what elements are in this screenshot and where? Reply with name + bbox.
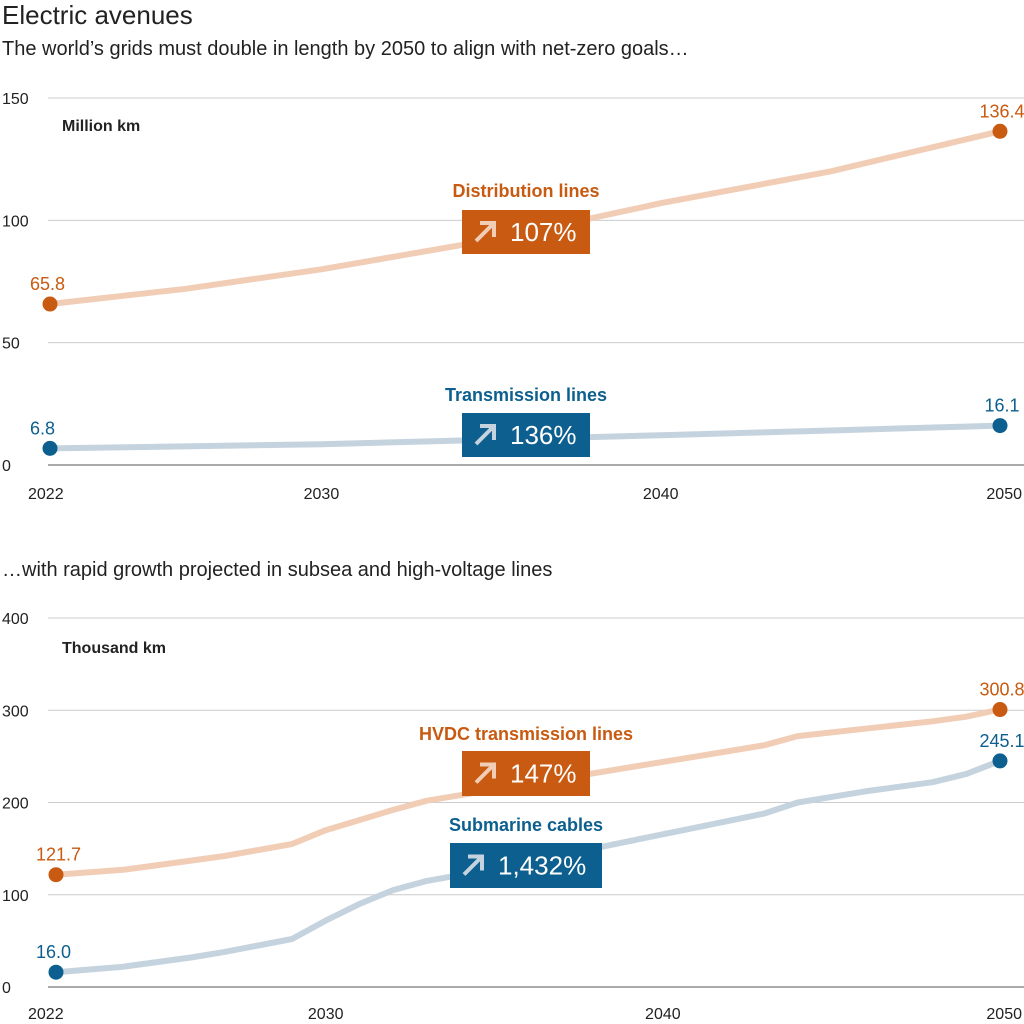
series-start-label: 16.0 xyxy=(36,942,71,962)
series-end-label: 300.8 xyxy=(979,680,1024,700)
y-tick-label: 100 xyxy=(2,213,29,230)
y-tick-label: 50 xyxy=(2,336,20,353)
y-tick-label: 0 xyxy=(2,458,11,475)
arrow-up-right-icon xyxy=(474,221,496,243)
series-start-label: 65.8 xyxy=(30,274,65,294)
series-start-point xyxy=(42,296,58,312)
x-tick-label: 2050 xyxy=(986,486,1022,503)
series-end-label: 136.4 xyxy=(979,101,1024,121)
series-end-point xyxy=(992,702,1008,718)
x-tick-label: 2022 xyxy=(28,486,64,503)
series-end-point xyxy=(992,418,1008,434)
growth-badge-value: 107% xyxy=(510,217,577,247)
x-tick-label: 2022 xyxy=(28,1006,64,1023)
y-tick-label: 400 xyxy=(2,611,29,628)
x-tick-label: 2040 xyxy=(645,1006,681,1023)
series-name-label: HVDC transmission lines xyxy=(419,724,633,744)
series-end-point xyxy=(992,123,1008,139)
series-end-label: 245.1 xyxy=(979,731,1024,751)
series-end-label: 16.1 xyxy=(984,396,1019,416)
y-tick-label: 200 xyxy=(2,796,29,813)
x-tick-label: 2030 xyxy=(308,1006,344,1023)
series-start-label: 121.7 xyxy=(36,845,81,865)
arrow-up-right-icon xyxy=(462,854,484,876)
y-tick-label: 0 xyxy=(2,980,11,997)
y-tick-label: 100 xyxy=(2,888,29,905)
y-tick-label: 150 xyxy=(2,91,29,108)
unit-label: Thousand km xyxy=(62,640,166,657)
arrow-up-right-icon xyxy=(474,762,496,784)
series-name-label: Distribution lines xyxy=(452,181,599,201)
growth-badge-value: 1,432% xyxy=(498,851,586,881)
y-tick-label: 300 xyxy=(2,703,29,720)
chart-subtitle-bottom: …with rapid growth projected in subsea a… xyxy=(2,559,553,581)
series-start-label: 6.8 xyxy=(30,418,55,438)
series-name-label: Transmission lines xyxy=(445,385,607,405)
x-tick-label: 2050 xyxy=(986,1006,1022,1023)
series-start-point xyxy=(48,964,64,980)
x-tick-label: 2030 xyxy=(304,486,340,503)
growth-badge-value: 136% xyxy=(510,420,577,450)
arrow-up-right-icon xyxy=(474,424,496,446)
unit-label: Million km xyxy=(62,118,140,135)
series-end-point xyxy=(992,753,1008,769)
chart-subtitle-top: The world’s grids must double in length … xyxy=(2,38,689,60)
series-start-point xyxy=(48,867,64,883)
growth-badge-value: 147% xyxy=(510,759,577,789)
x-tick-label: 2040 xyxy=(643,486,679,503)
chart-title: Electric avenues xyxy=(2,0,193,30)
series-start-point xyxy=(42,440,58,456)
series-name-label: Submarine cables xyxy=(449,815,603,835)
